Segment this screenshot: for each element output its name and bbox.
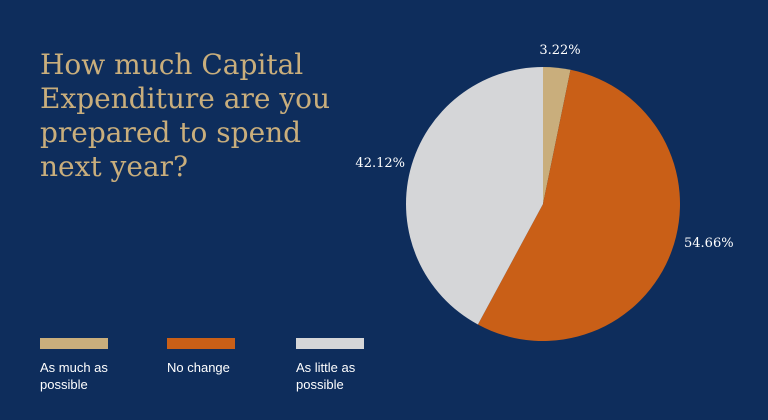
legend-swatch-no-change [167, 338, 235, 349]
legend-item-as-much-as-possible: As much as possible [40, 338, 150, 393]
legend-label: As much as possible [40, 360, 108, 392]
pie-slice [543, 67, 571, 204]
pie-slice [477, 69, 680, 342]
slice-data-label: 3.22% [539, 43, 580, 58]
legend-swatch-as-much-as-possible [40, 338, 108, 349]
slice-data-label: 54.66% [684, 236, 734, 251]
chart-title: How much Capital Expenditure are you pre… [40, 48, 331, 183]
legend-label: As little as possible [296, 360, 356, 392]
pie-slice [405, 67, 543, 325]
legend-swatch-as-little-as-possible [296, 338, 364, 349]
legend-item-no-change: No change [167, 338, 277, 376]
legend-item-as-little-as-possible: As little as possible [296, 338, 406, 393]
slice-data-label: 42.12% [355, 156, 405, 171]
legend-label: No change [167, 360, 230, 375]
legend: As much as possible No change As little … [40, 338, 460, 398]
